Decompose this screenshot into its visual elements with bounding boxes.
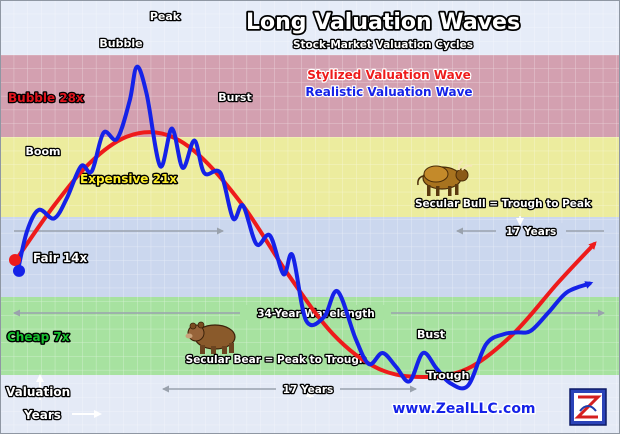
annotation-bubble: Bubble: [99, 37, 142, 50]
realistic-wave-line: [16, 64, 594, 391]
annotation-bust: Bust: [417, 328, 445, 341]
secular-bear-label: Secular Bear = Peak to Trough: [186, 354, 367, 366]
website-label: www.ZealLLC.com: [392, 401, 535, 417]
secular-bull-label: Secular Bull = Trough to Peak: [415, 198, 592, 210]
band-label-expensive: Expensive 21x: [80, 172, 177, 186]
y-axis-word: Valuation: [6, 385, 70, 399]
bull-icon: [417, 160, 473, 196]
annotation-boom: Boom: [26, 145, 61, 158]
legend-realistic: Realistic Valuation Wave: [305, 85, 472, 99]
stylized-wave-line: [16, 130, 597, 379]
legend: Stylized Valuation Wave Realistic Valuat…: [304, 67, 474, 100]
band-label-cheap: Cheap 7x: [7, 330, 70, 344]
annotation-peak: Peak: [150, 10, 181, 23]
years-axis: Years: [22, 407, 102, 423]
valuation-axis: Valuation: [5, 374, 71, 400]
legend-stylized: Stylized Valuation Wave: [307, 68, 470, 82]
chart-title: Long Valuation Waves: [246, 10, 520, 35]
realistic-start-dot: [13, 264, 25, 277]
x-axis-word: Years: [23, 408, 61, 422]
bull-years-label: 17 Years: [506, 226, 557, 238]
bear-years-label: 17 Years: [283, 384, 334, 396]
bear-icon: [185, 321, 236, 354]
annotation-burst: Burst: [218, 91, 251, 104]
band-label-fair: Fair 14x: [33, 251, 88, 265]
zeal-logo: [569, 388, 607, 426]
stylized-start-dot: [9, 254, 21, 267]
chart-subtitle: Stock-Market Valuation Cycles: [293, 39, 473, 51]
annotation-trough: Trough: [427, 369, 470, 382]
band-label-bubble: Bubble 28x: [8, 91, 84, 105]
